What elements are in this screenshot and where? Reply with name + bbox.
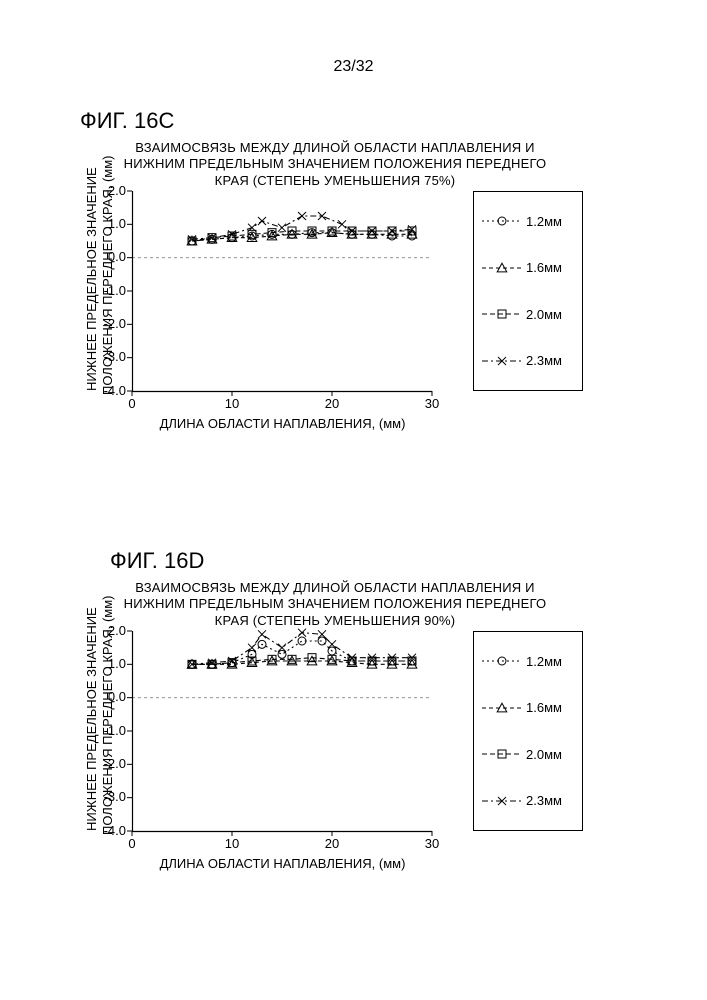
ytick-label: -2.0 (86, 756, 126, 771)
legend-marker-square-icon (482, 306, 522, 322)
ytick-label: 0.0 (86, 689, 126, 704)
chart-title-16c: ВЗАИМОСВЯЗЬ МЕЖДУ ДЛИНОЙ ОБЛАСТИ НАПЛАВЛ… (120, 140, 550, 189)
legend-label: 2.0мм (526, 747, 562, 762)
panel-16c: ВЗАИМОСВЯЗЬ МЕЖДУ ДЛИНОЙ ОБЛАСТИ НАПЛАВЛ… (70, 140, 670, 431)
title-line: ВЗАИМОСВЯЗЬ МЕЖДУ ДЛИНОЙ ОБЛАСТИ НАПЛАВЛ… (135, 140, 534, 155)
chart-title-16d: ВЗАИМОСВЯЗЬ МЕЖДУ ДЛИНОЙ ОБЛАСТИ НАПЛАВЛ… (120, 580, 550, 629)
page-number: 23/32 (0, 58, 707, 76)
legend-marker-circle-icon (482, 653, 522, 669)
legend-label: 2.3мм (526, 793, 562, 808)
plot-wrap-16c: НИЖНЕЕ ПРЕДЕЛЬНОЕ ЗНАЧЕНИЕ ПОЛОЖЕНИЯ ПЕР… (70, 191, 670, 431)
plot-svg-16c (132, 191, 433, 392)
legend-item: 2.3мм (482, 783, 574, 819)
legend-label: 1.6мм (526, 700, 562, 715)
ytick-label: 1.0 (86, 656, 126, 671)
legend-label: 1.2мм (526, 214, 562, 229)
xtick-label: 0 (128, 396, 135, 411)
xtick-labels: 0102030 (132, 392, 433, 410)
xlabel-16d: ДЛИНА ОБЛАСТИ НАПЛАВЛЕНИЯ, (мм) (132, 856, 433, 871)
ytick-label: 1.0 (86, 216, 126, 231)
plot-area-16d: -4.0-3.0-2.0-1.00.01.02.0 0102030 ДЛИНА … (132, 631, 433, 871)
ytick-label: 2.0 (86, 183, 126, 198)
title-line: КРАЯ (СТЕПЕНЬ УМЕНЬШЕНИЯ 75%) (215, 173, 456, 188)
legend-16d: 1.2мм 1.6мм 2.0мм 2.3мм (473, 631, 583, 831)
legend-item: 1.6мм (482, 250, 574, 286)
legend-marker-circle-icon (482, 213, 522, 229)
ytick-label: -3.0 (86, 789, 126, 804)
legend-marker-x-icon (482, 353, 522, 369)
title-line: НИЖНИМ ПРЕДЕЛЬНЫМ ЗНАЧЕНИЕМ ПОЛОЖЕНИЯ ПЕ… (124, 156, 547, 171)
title-line: ВЗАИМОСВЯЗЬ МЕЖДУ ДЛИНОЙ ОБЛАСТИ НАПЛАВЛ… (135, 580, 534, 595)
legend-marker-triangle-icon (482, 700, 522, 716)
legend-label: 1.6мм (526, 260, 562, 275)
legend-marker-triangle-icon (482, 260, 522, 276)
ytick-label: 2.0 (86, 623, 126, 638)
legend-label: 2.3мм (526, 353, 562, 368)
xtick-label: 10 (225, 836, 239, 851)
page: 23/32 ФИГ. 16C ВЗАИМОСВЯЗЬ МЕЖДУ ДЛИНОЙ … (0, 0, 707, 1000)
figure-label-16c: ФИГ. 16C (80, 108, 174, 134)
xtick-labels: 0102030 (132, 832, 433, 850)
legend-marker-x-icon (482, 793, 522, 809)
title-line: НИЖНИМ ПРЕДЕЛЬНЫМ ЗНАЧЕНИЕМ ПОЛОЖЕНИЯ ПЕ… (124, 596, 547, 611)
legend-16c: 1.2мм 1.6мм 2.0мм 2.3мм (473, 191, 583, 391)
xtick-label: 10 (225, 396, 239, 411)
ytick-label: -4.0 (86, 383, 126, 398)
ytick-label: -2.0 (86, 316, 126, 331)
legend-item: 2.3мм (482, 343, 574, 379)
ytick-label: 0.0 (86, 249, 126, 264)
ytick-label: -1.0 (86, 283, 126, 298)
legend-label: 1.2мм (526, 654, 562, 669)
ytick-label: -1.0 (86, 723, 126, 738)
legend-marker-square-icon (482, 746, 522, 762)
ytick-label: -4.0 (86, 823, 126, 838)
xtick-label: 30 (425, 836, 439, 851)
xtick-label: 0 (128, 836, 135, 851)
plot-area-16c: -4.0-3.0-2.0-1.00.01.02.0 0102030 ДЛИНА … (132, 191, 433, 431)
legend-item: 1.6мм (482, 690, 574, 726)
xtick-label: 30 (425, 396, 439, 411)
title-line: КРАЯ (СТЕПЕНЬ УМЕНЬШЕНИЯ 90%) (215, 613, 456, 628)
ytick-label: -3.0 (86, 349, 126, 364)
figure-label-16d: ФИГ. 16D (110, 548, 204, 574)
xtick-label: 20 (325, 396, 339, 411)
xlabel-16c: ДЛИНА ОБЛАСТИ НАПЛАВЛЕНИЯ, (мм) (132, 416, 433, 431)
legend-item: 1.2мм (482, 643, 574, 679)
plot-wrap-16d: НИЖНЕЕ ПРЕДЕЛЬНОЕ ЗНАЧЕНИЕ ПОЛОЖЕНИЯ ПЕР… (70, 631, 670, 871)
legend-item: 2.0мм (482, 296, 574, 332)
legend-label: 2.0мм (526, 307, 562, 322)
plot-svg-16d (132, 631, 433, 832)
legend-item: 2.0мм (482, 736, 574, 772)
legend-item: 1.2мм (482, 203, 574, 239)
panel-16d: ВЗАИМОСВЯЗЬ МЕЖДУ ДЛИНОЙ ОБЛАСТИ НАПЛАВЛ… (70, 580, 670, 871)
xtick-label: 20 (325, 836, 339, 851)
